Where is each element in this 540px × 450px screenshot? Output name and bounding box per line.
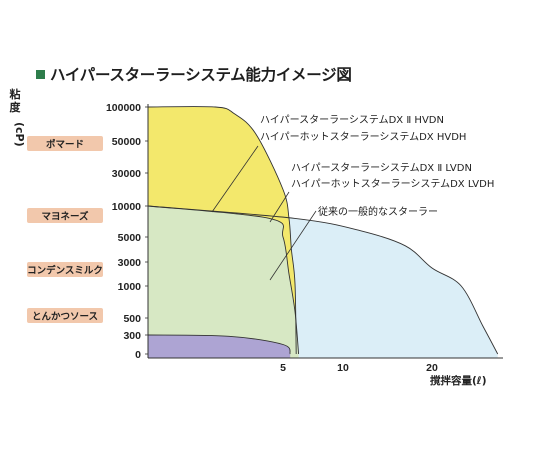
annotation-label: ハイパースターラーシステムDX Ⅱ LVDN: [291, 162, 472, 174]
annotation-leader: [211, 145, 259, 213]
category-label: マヨネーズ: [41, 211, 89, 223]
category-label: コンデンスミルク: [27, 265, 103, 277]
y-tick-label: 50000: [112, 136, 141, 148]
y-tick-label: 10000: [112, 201, 141, 213]
annotation-label: 従来の一般的なスターラー: [318, 205, 438, 218]
y-axis-label-char: 粘: [10, 87, 21, 101]
y-tick-label: 5000: [118, 232, 142, 244]
chart-header: ハイパースターラーシステム能力イメージ図: [36, 63, 352, 85]
chart-regions: [148, 106, 498, 358]
region-lvdn-outline: [148, 205, 499, 355]
y-tick-label: 1000: [118, 281, 142, 293]
region-conventional-outline: [148, 205, 300, 355]
region-conventional: [148, 206, 299, 358]
category-pill: ポマード: [27, 136, 103, 151]
category-pill: マヨネーズ: [27, 208, 103, 223]
y-tick-label: 300: [123, 330, 141, 342]
chart-axes: [147, 104, 503, 359]
annotation-label: ハイパーホットスターラーシステムDX LVDH: [291, 178, 494, 190]
y-tick-label: 0: [135, 349, 141, 361]
y-tick-label: 100000: [106, 102, 141, 114]
category-pill: とんかつソース: [27, 308, 103, 323]
category-label: とんかつソース: [32, 312, 98, 323]
y-tick-label: 500: [123, 313, 141, 325]
y-tick-label: 3000: [118, 257, 142, 269]
y-tick-label: 30000: [112, 168, 141, 180]
category-pill-bg: [27, 262, 103, 277]
annotation-label: ハイパースターラーシステムDX Ⅱ HVDN: [260, 114, 444, 126]
category-pill-bg: [27, 308, 103, 323]
x-tick-label: 10: [337, 362, 349, 374]
chart-annotations: ハイパースターラーシステムDX Ⅱ HVDN ハイパーホットスターラーシステムDX…: [211, 114, 494, 281]
chart-boundaries: [148, 106, 499, 355]
annotation-leader: [269, 191, 290, 223]
annotation-label: ハイパーホットスターラーシステムDX HVDH: [260, 131, 466, 143]
region-base-outline: [148, 334, 291, 355]
y-axis-label-char: 度: [10, 100, 22, 114]
x-tick-labels: 5 10 20: [280, 362, 438, 374]
x-tick-label: 5: [280, 362, 286, 374]
region-hvdn-outline: [148, 106, 297, 355]
category-pill-bg: [27, 136, 103, 151]
chart-title: ハイパースターラーシステム能力イメージ図: [50, 66, 352, 84]
category-label: ポマード: [46, 139, 84, 151]
annotation-leader: [269, 210, 317, 281]
header-bullet-icon: [36, 69, 45, 79]
region-base: [148, 335, 291, 358]
x-axis-label: 撹拌容量(ℓ): [430, 374, 487, 387]
y-axis-unit: (cP): [13, 122, 26, 147]
category-pill: コンデンスミルク: [27, 262, 103, 277]
y-axis-label: 粘度 (cP): [10, 87, 27, 147]
x-tick-label: 20: [426, 362, 438, 374]
category-pill-bg: [27, 208, 103, 223]
